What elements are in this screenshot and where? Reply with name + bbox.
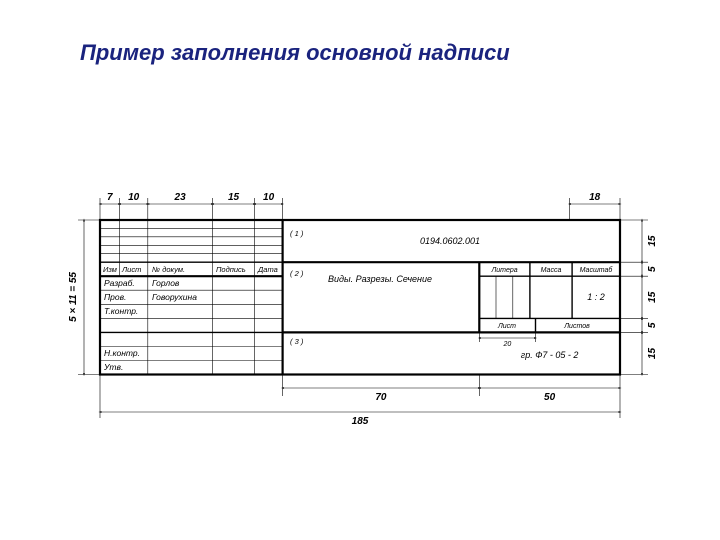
row-prov: Пров.: [104, 292, 126, 302]
dim-inner-20: 20: [479, 332, 535, 348]
svg-text:15: 15: [228, 192, 240, 203]
row-nkontr: Н.контр.: [104, 348, 140, 358]
svg-text:5: 5: [647, 266, 658, 272]
svg-text:18: 18: [589, 192, 601, 203]
dim-top-right: 18: [569, 192, 620, 220]
svg-text:15: 15: [647, 291, 658, 303]
zone2-marker: ( 2 ): [290, 269, 304, 278]
zone1-text: 0194.0602.001: [420, 236, 480, 246]
dim-left-height: 5 × 11 = 55: [68, 220, 100, 375]
svg-text:185: 185: [352, 416, 369, 427]
row-razrab: Разраб.: [104, 278, 135, 288]
svg-text:20: 20: [503, 341, 512, 348]
group-text: гр. Ф7 - 05 - 2: [521, 350, 579, 360]
svg-text:70: 70: [375, 392, 387, 403]
lbl-list: Лист: [497, 323, 516, 330]
svg-text:10: 10: [263, 192, 275, 203]
page-title: Пример заполнения основной надписи: [80, 40, 510, 66]
zone1-marker: ( 1 ): [290, 229, 304, 238]
zone3-marker: ( 3 ): [290, 337, 304, 346]
dims-right: 15 5 15 5 15: [620, 220, 658, 375]
title-block-diagram: Изм Лист № докум. Подпись Дата Разраб. Г…: [60, 160, 660, 420]
hdr-podp: Подпись: [216, 265, 246, 274]
hdr-data: Дата: [257, 265, 278, 274]
svg-text:10: 10: [128, 192, 140, 203]
svg-text:23: 23: [174, 192, 187, 203]
val-scale: 1 : 2: [587, 292, 605, 302]
svg-text:7: 7: [107, 192, 113, 203]
hdr-ndoc: № докум.: [152, 265, 185, 274]
dim-bottom-total: 185: [100, 375, 620, 428]
hdr-masshtab: Масштаб: [580, 266, 614, 274]
hdr-massa: Масса: [541, 267, 562, 274]
hdr-list: Лист: [121, 265, 141, 274]
lbl-listov: Листов: [563, 323, 590, 330]
row-prov-name: Говорухина: [152, 292, 197, 302]
svg-text:15: 15: [647, 235, 658, 247]
zone2-text: Виды. Разрезы. Сечение: [328, 274, 432, 284]
dims-bottom: 70 50: [283, 375, 620, 404]
row-tkontr: Т.контр.: [104, 306, 138, 316]
dims-top: 7 10 23 15 10: [100, 192, 283, 220]
hdr-litera: Литера: [490, 267, 517, 274]
svg-text:15: 15: [647, 348, 658, 360]
hdr-izm: Изм: [103, 265, 117, 274]
svg-text:5 × 11 = 55: 5 × 11 = 55: [68, 272, 79, 322]
svg-text:5: 5: [647, 322, 658, 328]
row-utv: Утв.: [103, 362, 123, 372]
row-razrab-name: Горлов: [152, 278, 180, 288]
svg-text:50: 50: [544, 392, 556, 403]
